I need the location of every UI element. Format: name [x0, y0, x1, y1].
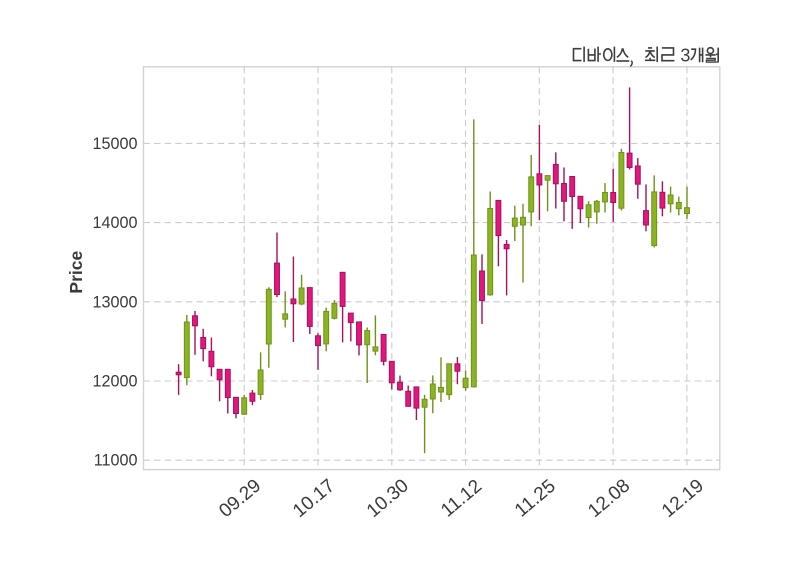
svg-text:3: 3: [680, 46, 690, 66]
svg-text:12000: 12000: [92, 373, 137, 391]
svg-text:11000: 11000: [94, 452, 138, 470]
svg-text:13000: 13000: [92, 293, 137, 311]
svg-text:15000: 15000: [92, 135, 137, 153]
svg-text:Price: Price: [66, 251, 86, 294]
svg-text:14000: 14000: [92, 214, 137, 232]
